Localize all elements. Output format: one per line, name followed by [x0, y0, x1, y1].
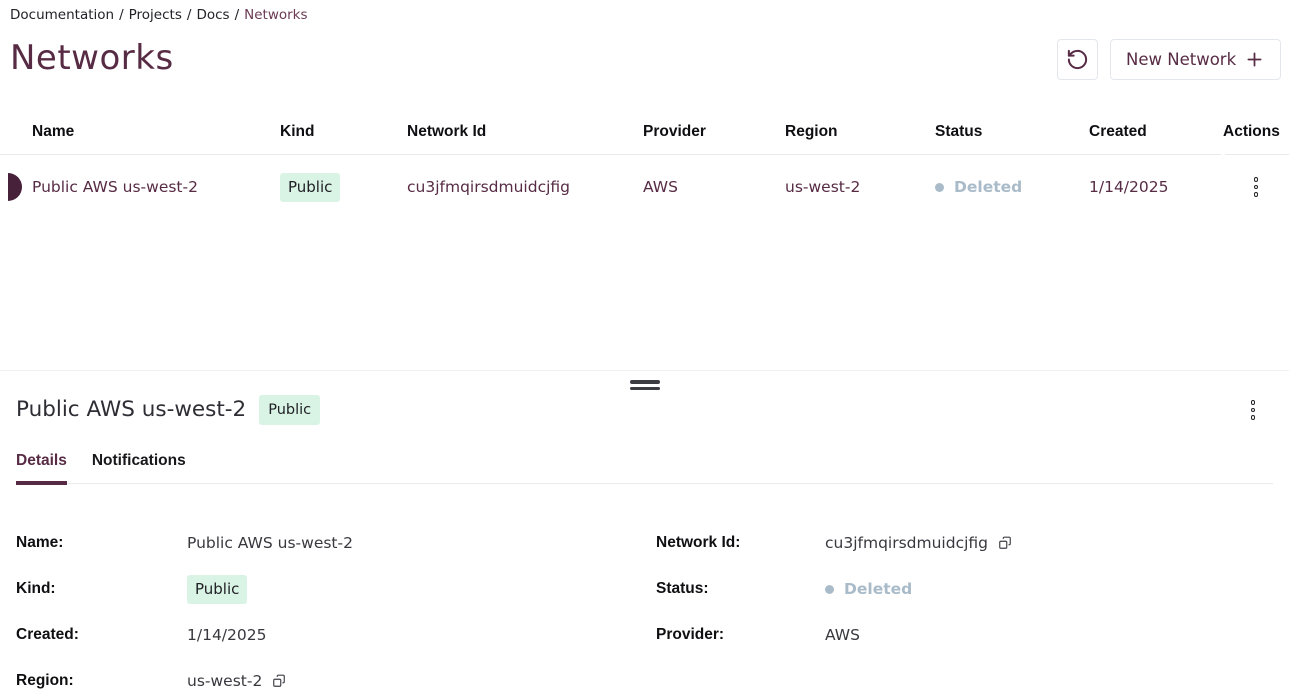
- field-value: Public AWS us-west-2: [187, 534, 353, 552]
- status-label: Deleted: [954, 178, 1023, 196]
- table-row[interactable]: Public AWS us-west-2 Public cu3jfmqirsdm…: [0, 155, 1289, 219]
- drag-handle[interactable]: [624, 378, 666, 392]
- new-network-label: New Network: [1126, 50, 1237, 69]
- field-label: Provider:: [656, 626, 725, 643]
- column-header-created: Created: [1089, 110, 1223, 155]
- column-header-status: Status: [935, 110, 1089, 155]
- field-kind: Kind: Public: [16, 566, 656, 612]
- detail-panel-header: Public AWS us-west-2 Public: [16, 394, 1261, 426]
- field-value: 1/14/2025: [187, 626, 267, 644]
- kind-badge: Public: [187, 574, 248, 604]
- field-value: cu3jfmqirsdmuidcjfig: [825, 534, 988, 552]
- detail-tabs: Details Notifications: [16, 452, 1273, 485]
- field-label: Region:: [16, 672, 74, 689]
- breadcrumb-docs[interactable]: Docs: [196, 7, 230, 23]
- header-actions: New Network: [1057, 39, 1281, 80]
- breadcrumb-separator: /: [234, 7, 240, 23]
- copy-icon: [273, 674, 286, 687]
- kebab-icon: [1253, 177, 1259, 182]
- status-dot-icon: [825, 584, 834, 594]
- copy-network-id-button[interactable]: [998, 536, 1012, 550]
- breadcrumb-projects[interactable]: Projects: [128, 7, 182, 23]
- field-label: Status:: [656, 580, 709, 597]
- cell-status: Deleted: [935, 178, 1089, 196]
- networks-table: Name Kind Network Id Provider Region Sta…: [0, 110, 1289, 219]
- column-header-kind: Kind: [280, 110, 407, 155]
- column-header-region: Region: [785, 110, 935, 155]
- breadcrumb-documentation[interactable]: Documentation: [10, 7, 115, 23]
- page-title: Networks: [10, 38, 174, 78]
- column-header-provider: Provider: [643, 110, 785, 155]
- copy-icon: [999, 536, 1011, 549]
- field-region: Region: us-west-2: [16, 658, 656, 700]
- cell-network-id: cu3jfmqirsdmuidcjfig: [407, 178, 570, 196]
- field-label: Name:: [16, 534, 64, 551]
- column-header-name: Name: [0, 110, 280, 155]
- new-network-button[interactable]: New Network: [1110, 39, 1281, 80]
- tab-notifications[interactable]: Notifications: [91, 452, 186, 469]
- drag-handle-icon: [629, 380, 660, 384]
- plus-icon: [1244, 49, 1265, 70]
- field-label: Kind:: [16, 580, 56, 597]
- breadcrumb-separator: /: [186, 7, 192, 23]
- field-value: AWS: [825, 626, 860, 644]
- table-header-row: Name Kind Network Id Provider Region Sta…: [0, 110, 1289, 155]
- breadcrumb-networks[interactable]: Networks: [244, 7, 308, 23]
- kebab-icon: [1250, 400, 1255, 405]
- row-actions-menu-button[interactable]: [1248, 171, 1265, 203]
- refresh-button[interactable]: [1057, 39, 1098, 80]
- panel-divider: [0, 370, 1289, 371]
- detail-fields-right: Network Id: cu3jfmqirsdmuidcjfig Status:…: [656, 520, 1273, 700]
- breadcrumb-separator: /: [119, 7, 124, 23]
- tab-details[interactable]: Details: [16, 452, 67, 485]
- detail-fields-left: Name: Public AWS us-west-2 Kind: Public …: [16, 520, 656, 700]
- selected-row-indicator: [8, 173, 22, 201]
- status-dot-icon: [935, 182, 944, 192]
- field-network-id: Network Id: cu3jfmqirsdmuidcjfig: [656, 520, 1273, 566]
- breadcrumb: Documentation / Projects / Docs / Networ…: [10, 7, 308, 23]
- cell-region: us-west-2: [785, 178, 861, 196]
- network-name: Public AWS us-west-2: [32, 178, 198, 196]
- field-label: Created:: [16, 626, 79, 643]
- cell-actions: [1223, 171, 1289, 203]
- kind-badge: Public: [280, 172, 341, 202]
- detail-kind-badge: Public: [259, 394, 321, 425]
- cell-provider: AWS: [643, 178, 678, 196]
- detail-title: Public AWS us-west-2: [16, 397, 247, 423]
- field-status: Status: Deleted: [656, 566, 1273, 612]
- refresh-icon: [1066, 48, 1089, 71]
- column-header-actions: Actions: [1221, 110, 1289, 155]
- cell-name: Public AWS us-west-2: [0, 173, 280, 201]
- field-value: us-west-2: [187, 672, 263, 690]
- detail-fields: Name: Public AWS us-west-2 Kind: Public …: [16, 520, 1273, 700]
- field-provider: Provider: AWS: [656, 612, 1273, 658]
- status-label: Deleted: [844, 580, 913, 598]
- field-label: Network Id:: [656, 534, 741, 551]
- detail-actions-menu-button[interactable]: [1245, 394, 1262, 426]
- column-header-network-id: Network Id: [407, 110, 643, 155]
- cell-created: 1/14/2025: [1089, 178, 1169, 196]
- copy-region-button[interactable]: [272, 674, 286, 688]
- field-created: Created: 1/14/2025: [16, 612, 656, 658]
- field-name: Name: Public AWS us-west-2: [16, 520, 656, 566]
- cell-kind: Public: [280, 172, 407, 202]
